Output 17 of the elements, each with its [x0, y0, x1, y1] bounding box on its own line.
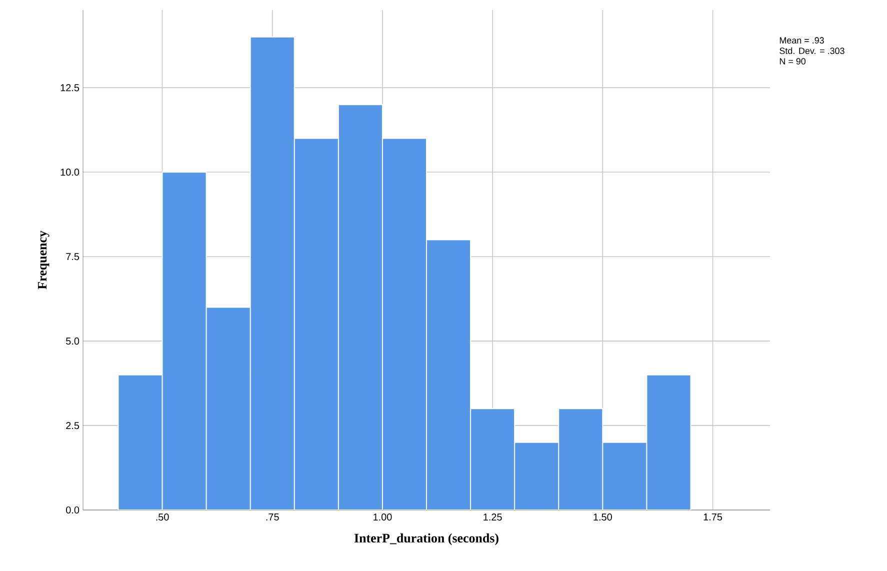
- text: N = 90: [780, 58, 806, 64]
- x-tick-label: 1.75: [704, 514, 722, 520]
- x-axis-title: InterP_duration (seconds): [354, 533, 498, 546]
- y-tick-label: 7.5: [66, 253, 80, 260]
- y-tick-label: 2.5: [66, 422, 80, 430]
- y-tick-label: 10.0: [60, 168, 80, 176]
- x-tick-label: 1.25: [484, 514, 502, 521]
- text: Mean = .93: [780, 37, 824, 44]
- y-axis-title: Frequency: [38, 230, 50, 290]
- x-tick-label: .75: [266, 514, 279, 520]
- text: Std. Dev. = .303: [780, 47, 844, 54]
- y-tick-label: 5.0: [66, 338, 80, 345]
- x-tick-label: 1.50: [594, 514, 612, 521]
- x-tick-label: 1.00: [374, 514, 392, 521]
- y-tick-label: 12.5: [60, 84, 80, 92]
- y-tick-label: 0.0: [66, 506, 80, 514]
- x-tick-label: .50: [156, 514, 169, 521]
